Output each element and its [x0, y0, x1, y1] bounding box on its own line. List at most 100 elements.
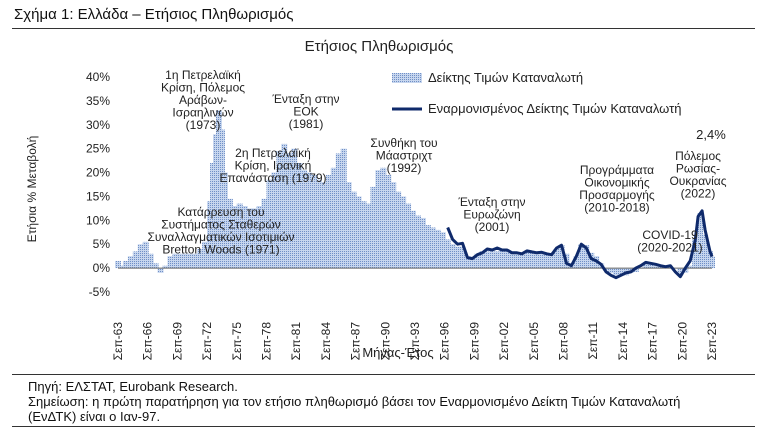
cpi-bar — [429, 227, 436, 269]
source-note: Πηγή: ΕΛΣΤΑΤ, Eurobank Research. — [28, 379, 238, 394]
annotation-line: Συστήματος Σταθερών — [161, 218, 281, 232]
annotation-oil1: 1η Πετρελαϊκή Κρίση, Πόλεμος Αράβων-Ισραηλ… — [161, 68, 245, 132]
cpi-bar — [548, 253, 555, 269]
cpi-bar — [509, 251, 516, 269]
cpi-bar — [271, 172, 278, 269]
cpi-bar — [122, 260, 129, 269]
cpi-bar — [702, 234, 709, 269]
cpi-bar — [152, 263, 159, 269]
cpi-bar — [439, 232, 446, 269]
cpi-bar — [360, 201, 367, 269]
cpi-bar — [330, 167, 337, 269]
cpi-bar — [608, 268, 615, 273]
cpi-bar — [202, 241, 209, 269]
annotation-line: Κρίση, Ιρανική — [235, 159, 312, 173]
cpi-bar — [543, 253, 550, 269]
annotation-line: Κρίση, Πόλεμος — [161, 81, 245, 95]
cpi-bar — [709, 256, 715, 269]
annotation-line: Πόλεμος — [675, 149, 721, 163]
cpi-bar — [370, 186, 377, 269]
cpi-bar — [167, 256, 174, 269]
cpi-bar — [578, 244, 585, 269]
cpi-bar — [380, 167, 387, 269]
cpi-bar — [172, 253, 179, 269]
annotation-line: (1973) — [186, 118, 221, 132]
cpi-bar — [375, 170, 382, 269]
cpi-bar — [687, 265, 694, 269]
cpi-bar — [340, 148, 347, 269]
x-tick-label: Σεπ-66 — [141, 322, 155, 361]
cpi-bar — [390, 182, 397, 269]
x-tick-label: Σεπ-93 — [408, 322, 422, 361]
cpi-bar — [241, 206, 248, 269]
cpi-bar — [518, 252, 525, 269]
cpi-bar — [281, 143, 288, 269]
x-tick-label: Σεπ-75 — [230, 322, 244, 361]
cpi-bar — [400, 196, 407, 269]
cpi-bar — [157, 268, 164, 273]
cpi-bar — [251, 208, 258, 269]
top-rule — [12, 28, 755, 29]
annotation-line: Ευρωζώνη — [463, 208, 520, 222]
cpi-bar — [291, 148, 298, 269]
cpi-bar — [355, 196, 362, 269]
cpi-bar — [677, 268, 684, 276]
cpi-bar — [647, 263, 654, 269]
cpi-bar — [301, 170, 308, 269]
cpi-bar — [231, 206, 238, 269]
cpi-bar — [558, 245, 565, 269]
cpi-bar — [177, 253, 184, 269]
cpi-bar — [286, 153, 293, 269]
annotation-maast: Συνθήκη του Μάαστριχτ (1992) — [370, 136, 437, 175]
y-tick-label: 35% — [86, 94, 110, 108]
x-axis-label: Μήνας-Έτος — [362, 345, 433, 360]
cpi-bar — [365, 203, 372, 269]
cpi-bar — [236, 203, 243, 269]
annotation-war: Πόλεμος Ρωσίας-Ουκρανίας (2022) — [669, 149, 726, 201]
cpi-bar — [162, 265, 169, 269]
notes-block: Πηγή: ΕΛΣΤΑΤ, Eurobank Research. Σημείωσ… — [28, 379, 758, 424]
x-tick-label: Σεπ-90 — [378, 322, 392, 361]
cpi-bar — [553, 249, 560, 269]
cpi-bar — [479, 251, 486, 269]
cpi-bar — [306, 172, 313, 269]
annotation-line: (2010-2018) — [584, 201, 649, 215]
y-tick-label: 0% — [93, 261, 111, 275]
x-tick-label: Σεπ-14 — [616, 322, 630, 361]
x-tick-label: Σεπ-20 — [675, 322, 689, 361]
cpi-bar — [538, 253, 545, 269]
cpi-bar — [137, 244, 144, 269]
bottom-rule — [12, 374, 755, 375]
cpi-bar — [405, 203, 412, 269]
cpi-bar — [449, 244, 456, 269]
methodology-note-line2: (ΕνΔΤΚ) είναι ο Ιαν-97. — [28, 409, 161, 424]
cpi-bar — [494, 251, 501, 269]
annotation-line: Ένταξη στην — [271, 92, 339, 106]
cpi-bar — [410, 210, 417, 269]
cpi-bar — [350, 191, 357, 269]
end-rule — [12, 426, 755, 427]
cpi-bar — [261, 198, 268, 269]
annotation-line: Συνθήκη του — [370, 136, 437, 150]
cpi-bar — [182, 253, 189, 269]
hicp-line — [446, 209, 714, 280]
cpi-bar — [226, 198, 233, 269]
x-tick-label: Σεπ-99 — [467, 322, 481, 361]
annotation-last: 2,4% — [696, 127, 726, 142]
cpi-bar — [499, 249, 506, 269]
cpi-bar — [315, 179, 322, 269]
cpi-bar — [588, 252, 595, 269]
annotation-line: Οικονομικής — [584, 176, 649, 190]
annotation-oil2: 2η Πετρελαϊκή Κρίση, Ιρανική Επανάσταση (1… — [219, 146, 326, 185]
methodology-note-line1: Σημείωση: η πρώτη παρατήρηση για τον ετή… — [28, 394, 681, 409]
annotation-line: Προγράμματα — [580, 163, 654, 177]
cpi-bar — [127, 256, 134, 269]
x-tick-label: Σεπ-72 — [200, 322, 214, 361]
cpi-bar — [132, 251, 139, 269]
annotation-line: Κατάρρευση του — [177, 205, 264, 219]
cpi-bar — [454, 246, 461, 269]
annotation-line: (1981) — [289, 117, 324, 131]
x-tick-label: Σεπ-87 — [349, 322, 363, 361]
x-tick-label: Σεπ-05 — [527, 322, 541, 361]
cpi-bar — [697, 213, 704, 269]
